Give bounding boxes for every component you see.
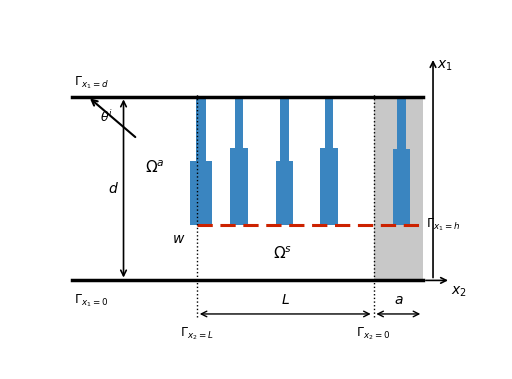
Bar	[374, 97, 423, 280]
Bar	[280, 97, 289, 164]
Text: $\theta^i$: $\theta^i$	[100, 109, 113, 125]
Text: $\Gamma_{x_1=h}$: $\Gamma_{x_1=h}$	[426, 217, 460, 233]
Bar	[276, 161, 293, 225]
Bar	[321, 147, 338, 225]
Text: $w$: $w$	[172, 232, 185, 246]
Text: $x_1$: $x_1$	[437, 59, 453, 73]
Text: $x_2$: $x_2$	[451, 285, 466, 299]
Text: $\Omega^a$: $\Omega^a$	[145, 160, 165, 176]
Bar	[190, 161, 212, 225]
Text: $\Gamma_{x_2=0}$: $\Gamma_{x_2=0}$	[356, 326, 391, 342]
Bar	[393, 149, 411, 225]
Bar	[234, 97, 243, 150]
Text: $d$: $d$	[108, 181, 119, 196]
Bar	[230, 147, 248, 225]
Text: $\Gamma_{x_1=d}$: $\Gamma_{x_1=d}$	[74, 74, 109, 91]
Text: $L$: $L$	[281, 293, 290, 307]
Text: $a$: $a$	[394, 293, 403, 307]
Bar	[325, 97, 333, 150]
Bar	[397, 97, 406, 153]
Text: $\Omega^s$: $\Omega^s$	[273, 246, 292, 262]
Text: $\Gamma_{x_2=L}$: $\Gamma_{x_2=L}$	[180, 326, 214, 342]
Bar	[196, 97, 206, 164]
Text: $\Gamma_{x_1=0}$: $\Gamma_{x_1=0}$	[74, 292, 108, 309]
